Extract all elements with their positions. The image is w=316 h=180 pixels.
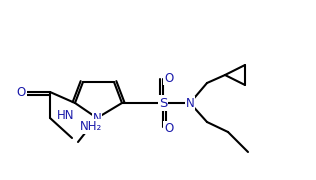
Text: HN: HN [57,109,75,122]
Text: NH₂: NH₂ [80,120,102,133]
Text: O: O [16,86,26,98]
Text: N: N [185,96,194,109]
Text: O: O [164,122,173,134]
Text: S: S [159,96,167,109]
Text: methyl: methyl [76,145,81,146]
Text: N: N [93,111,101,125]
Text: O: O [164,71,173,84]
